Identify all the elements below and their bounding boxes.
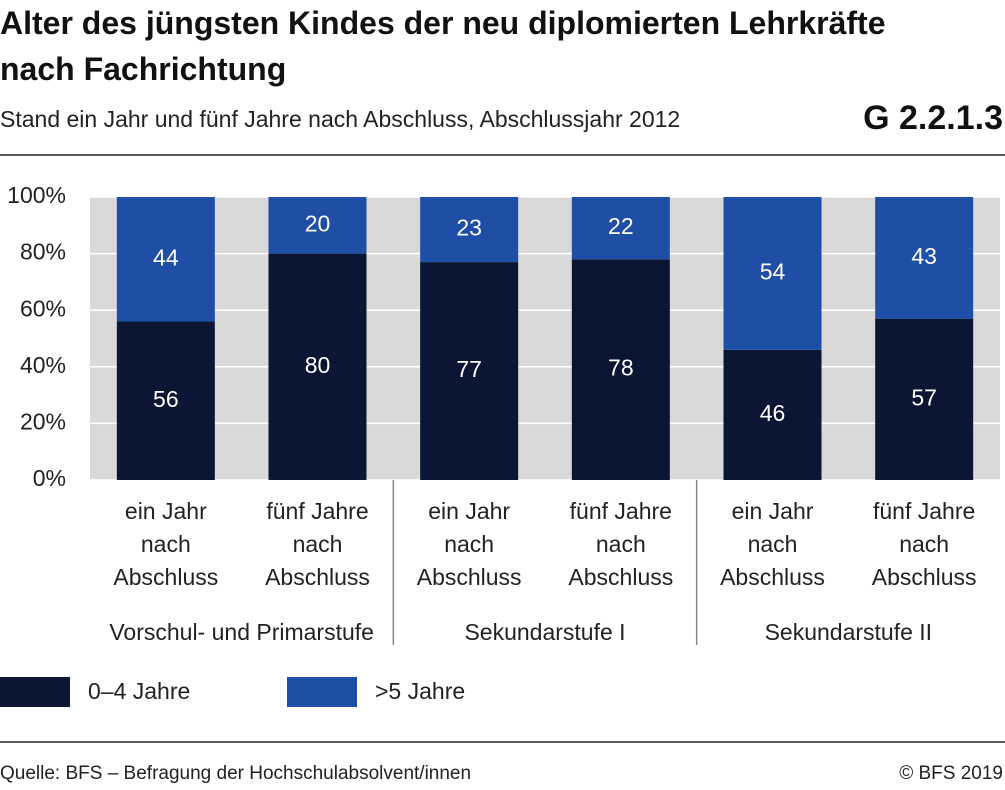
legend-swatch [287, 677, 357, 707]
value-label: 78 [608, 355, 634, 381]
bar-segment [571, 259, 670, 480]
x-tick-label: ein Jahr nach Abschluss [416, 498, 522, 590]
value-label: 57 [911, 384, 937, 410]
bar-segment [116, 321, 215, 480]
legend-label: >5 Jahre [375, 678, 465, 704]
y-tick-label: 0% [33, 465, 66, 491]
source: Quelle: BFS – Befragung der Hochschulabs… [0, 763, 472, 784]
group-label: Sekundarstufe I [464, 619, 626, 645]
value-label: 23 [456, 215, 482, 241]
y-tick-label: 40% [20, 352, 66, 378]
y-tick-label: 100% [7, 182, 66, 208]
plot-background [90, 197, 1000, 480]
y-tick-label: 60% [20, 295, 66, 321]
chart-subtitle: Stand ein Jahr und fünf Jahre nach Absch… [0, 106, 681, 132]
bar-segment [268, 197, 367, 254]
bar-segment [875, 318, 974, 480]
x-tick-label: ein Jahr nach Abschluss [720, 498, 825, 590]
value-label: 43 [911, 243, 937, 269]
bar-segment [420, 197, 519, 263]
value-label: 44 [153, 244, 179, 270]
y-tick-label: 20% [20, 408, 66, 434]
value-label: 80 [305, 352, 331, 378]
x-tick-label: fünf Jahre nach Abschluss [265, 498, 370, 590]
value-label: 22 [608, 213, 634, 239]
copyright: © BFS 2019 [899, 763, 1003, 784]
bar-segment [116, 197, 215, 322]
group-label: Vorschul- und Primarstufe [109, 619, 374, 645]
bar-segment [723, 349, 822, 480]
bar-segment [571, 197, 670, 260]
chart-title: Alter des jüngsten Kindes der neu diplom… [0, 5, 886, 87]
legend-label: 0–4 Jahre [88, 678, 190, 704]
y-tick-label: 80% [20, 239, 66, 265]
chart-id: G 2.2.1.3 [863, 99, 1003, 137]
x-tick-label: ein Jahr nach Abschluss [113, 498, 219, 590]
group-label: Sekundarstufe II [764, 619, 933, 645]
x-tick-label: fünf Jahre nach Abschluss [871, 498, 977, 590]
x-tick-label: fünf Jahre nach Abschluss [568, 498, 674, 590]
bar-segment [875, 197, 974, 319]
value-label: 77 [456, 356, 482, 382]
value-label: 56 [153, 386, 179, 412]
value-label: 20 [305, 210, 331, 236]
bar-segment [268, 253, 367, 480]
value-label: 46 [760, 400, 786, 426]
legend-swatch [0, 677, 70, 707]
bar-segment [420, 262, 519, 480]
bar-segment [723, 197, 822, 350]
value-label: 54 [760, 258, 786, 284]
